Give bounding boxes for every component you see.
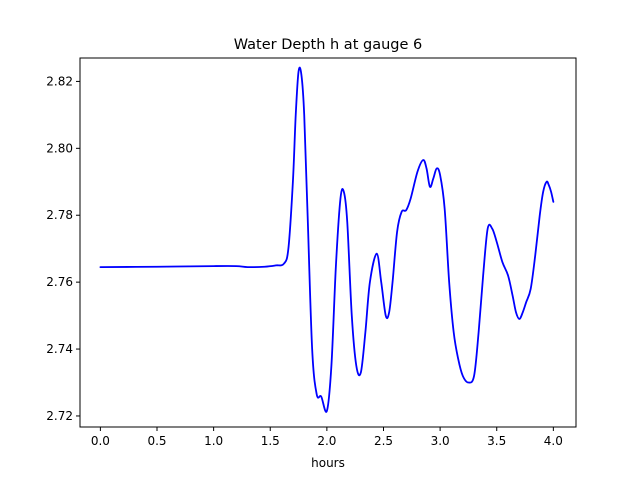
x-tick-label: 3.5 [487,434,506,448]
series-line [99,66,555,413]
y-tick-label: 2.72 [46,409,73,423]
chart-title: Water Depth h at gauge 6 [234,37,422,53]
x-tick-label: 0.0 [91,434,110,448]
y-tick-label: 2.76 [46,275,73,289]
x-tick-label: 4.0 [544,434,563,448]
x-tick-label: 1.0 [204,434,223,448]
axes-frame [79,57,577,428]
x-tick-label: 3.0 [431,434,450,448]
x-tick-label: 1.5 [261,434,280,448]
y-tick-label: 2.82 [46,74,73,88]
x-axis-label: hours [311,456,345,470]
y-tick-label: 2.78 [46,208,73,222]
x-tick-label: 2.0 [317,434,336,448]
y-tick-label: 2.80 [46,141,73,155]
plot-area [99,66,555,413]
y-axis: 2.72 2.74 2.76 2.78 2.80 2.82 [46,74,80,423]
x-tick-label: 2.5 [374,434,393,448]
x-axis: 0.0 0.5 1.0 1.5 2.0 2.5 3.0 3.5 4.0 [91,427,563,448]
x-tick-label: 0.5 [147,434,166,448]
y-tick-label: 2.74 [46,342,73,356]
